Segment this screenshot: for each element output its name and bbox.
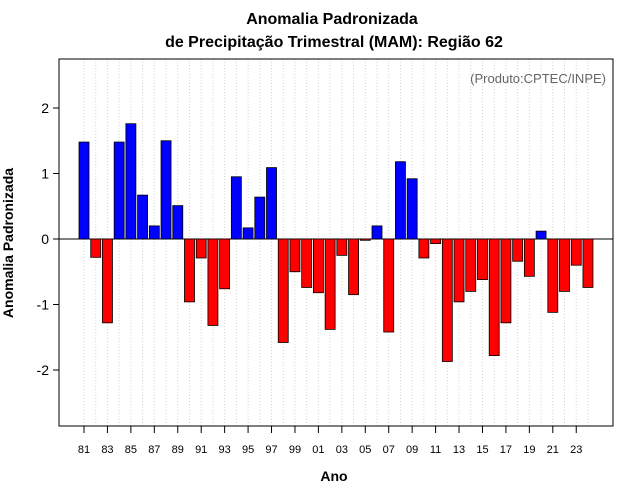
x-tick-label: 01 — [312, 444, 324, 456]
bar-2006 — [371, 225, 383, 240]
x-tick-label: 99 — [289, 444, 301, 456]
y-tick-label: 0 — [41, 231, 49, 247]
bar-2004 — [348, 238, 359, 296]
x-tick-label: 19 — [523, 444, 535, 456]
x-tick-label: 07 — [383, 444, 395, 456]
bar-1983 — [102, 238, 113, 324]
x-tick-label: 95 — [242, 444, 254, 456]
bar-2010 — [418, 238, 430, 259]
chart-title: Anomalia Padronizada — [246, 11, 418, 28]
y-tick-label: 2 — [41, 100, 49, 116]
bar-2013 — [453, 238, 465, 303]
y-axis-label: Anomalia Padronizada — [0, 168, 16, 318]
bar-2024 — [582, 238, 594, 288]
bar-2017 — [500, 238, 512, 324]
bar-2021 — [547, 238, 559, 313]
x-tick-label: 85 — [125, 444, 137, 456]
chart-subtitle: de Precipitação Trimestral (MAM): Região… — [165, 34, 503, 51]
bar-2012 — [441, 238, 453, 362]
bar-1992 — [207, 238, 219, 326]
bar-1994 — [230, 176, 242, 240]
bar-2003 — [336, 238, 348, 256]
bar-1995 — [242, 227, 254, 240]
bar-1996 — [254, 196, 266, 240]
bar-1987 — [148, 225, 160, 240]
x-tick-label: 09 — [406, 444, 418, 456]
y-tick-label: 1 — [41, 166, 49, 182]
bar-1984 — [113, 141, 125, 240]
x-tick-label: 11 — [430, 444, 441, 456]
x-axis-label: Ano — [320, 468, 347, 484]
bar-2002 — [324, 238, 336, 330]
bar-1993 — [219, 238, 231, 290]
x-tick-label: 17 — [500, 444, 512, 456]
x-tick-label: 87 — [148, 444, 160, 456]
x-tick-label: 83 — [101, 444, 113, 456]
bar-2023 — [570, 238, 582, 266]
bar-2001 — [312, 238, 324, 294]
bar-1981 — [78, 141, 90, 240]
bar-1982 — [90, 238, 102, 258]
bars — [78, 123, 594, 362]
x-tick-label: 89 — [172, 444, 184, 456]
bar-1986 — [137, 194, 149, 240]
source-annotation: (Produto:CPTEC/INPE) — [470, 71, 606, 86]
y-tick-label: -2 — [37, 362, 50, 378]
x-tick-label: 23 — [570, 444, 582, 456]
bar-2016 — [488, 238, 500, 356]
bar-2000 — [301, 238, 313, 288]
bar-2015 — [477, 238, 488, 281]
y-axis: -2 -1 0 1 2 — [37, 100, 59, 378]
bar-2009 — [406, 178, 418, 240]
bar-2008 — [395, 161, 406, 240]
bar-1988 — [160, 140, 172, 240]
bar-1989 — [172, 205, 184, 240]
bar-2007 — [383, 238, 395, 333]
bar-2020 — [535, 230, 547, 240]
x-tick-label: 05 — [359, 444, 371, 456]
x-tick-label: 97 — [265, 444, 277, 456]
bar-2014 — [465, 238, 477, 292]
bar-1998 — [277, 238, 289, 343]
x-tick-label: 03 — [336, 444, 348, 456]
y-tick-label: -1 — [37, 297, 50, 313]
bar-2005 — [359, 238, 371, 241]
bar-2018 — [512, 238, 524, 262]
x-axis: 81 83 85 87 89 91 93 95 97 99 01 03 05 07 09 11 13 15 17 19… — [78, 426, 582, 456]
bar-1991 — [195, 238, 207, 259]
plot-frame — [58, 58, 614, 427]
x-tick-label: 81 — [78, 444, 90, 456]
bar-1999 — [289, 238, 301, 273]
bar-2019 — [523, 238, 535, 277]
bar-1990 — [184, 238, 195, 303]
bar-2011 — [430, 238, 442, 244]
x-tick-label: 13 — [453, 444, 465, 456]
bar-2022 — [559, 238, 570, 292]
x-tick-label: 15 — [476, 444, 488, 456]
bar-1997 — [266, 167, 277, 240]
bar-1985 — [125, 123, 137, 240]
x-tick-label: 93 — [219, 444, 231, 456]
x-tick-label: 91 — [195, 444, 207, 456]
x-tick-label: 21 — [547, 444, 559, 456]
